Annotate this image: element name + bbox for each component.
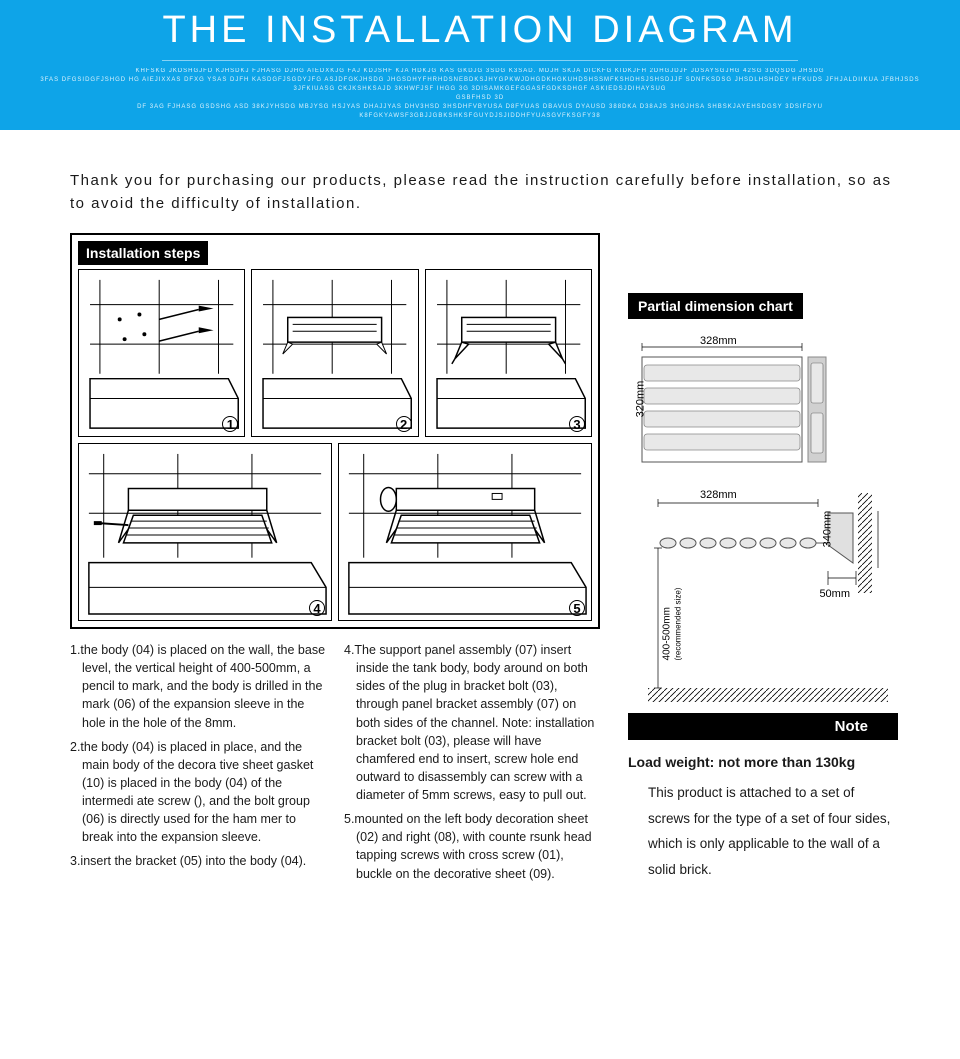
- note-title: Load weight: not more than 130kg: [628, 754, 898, 770]
- instructions: 1.the body (04) is placed on the wall, t…: [70, 641, 600, 889]
- panel-3-number: 3: [569, 416, 585, 432]
- dimension-diagram: 328mm 320mm: [628, 333, 898, 703]
- dim-gap: 50mm: [819, 588, 850, 600]
- dimension-top-view: 328mm 320mm: [628, 333, 898, 473]
- banner-subtext: KHFSKG JKDSHGJFD KJHSDKJ FJHASG DJHG AIE…: [30, 67, 930, 121]
- instructions-col-2: 4.The support panel assembly (07) insert…: [344, 641, 600, 889]
- panel-3: 3: [425, 269, 592, 437]
- panel-2: 2: [251, 269, 418, 437]
- dim-height-top: 320mm: [634, 381, 646, 418]
- dim-floor-range: 400-500mm (recommended size): [661, 588, 683, 661]
- panel-2-number: 2: [396, 416, 412, 432]
- note-header: Note: [628, 713, 898, 740]
- panel-1: 1: [78, 269, 245, 437]
- instruction-1: 1.the body (04) is placed on the wall, t…: [70, 641, 326, 732]
- instruction-2: 2.the body (04) is placed in place, and …: [70, 738, 326, 847]
- note-body: This product is attached to a set of scr…: [628, 780, 898, 883]
- panel-4-number: 4: [309, 600, 325, 616]
- banner: THE INSTALLATION DIAGRAM KHFSKG JKDSHGJF…: [0, 0, 960, 130]
- dimension-side-view: 328mm: [628, 493, 898, 713]
- instruction-5: 5.mounted on the left body decoration sh…: [344, 810, 600, 883]
- steps-header: Installation steps: [78, 241, 208, 265]
- instructions-col-1: 1.the body (04) is placed on the wall, t…: [70, 641, 326, 889]
- intro-text: Thank you for purchasing our products, p…: [70, 170, 900, 215]
- main-columns: Installation steps: [70, 233, 900, 889]
- left-column: Installation steps: [70, 233, 600, 889]
- panel-4: 4: [78, 443, 332, 621]
- instruction-4: 4.The support panel assembly (07) insert…: [344, 641, 600, 804]
- content-area: Thank you for purchasing our products, p…: [0, 130, 960, 929]
- panel-row-1: 1: [78, 269, 592, 437]
- panel-5-number: 5: [569, 600, 585, 616]
- banner-title: THE INSTALLATION DIAGRAM: [162, 9, 797, 61]
- right-column: Partial dimension chart 328mm: [628, 233, 898, 889]
- installation-diagram-box: Installation steps: [70, 233, 600, 629]
- instruction-3: 3.insert the bracket (05) into the body …: [70, 852, 326, 870]
- panel-row-2: 4: [78, 443, 592, 621]
- panel-5: 5: [338, 443, 592, 621]
- dim-height-bottom: 340mm: [822, 511, 834, 548]
- dimension-header: Partial dimension chart: [628, 293, 803, 319]
